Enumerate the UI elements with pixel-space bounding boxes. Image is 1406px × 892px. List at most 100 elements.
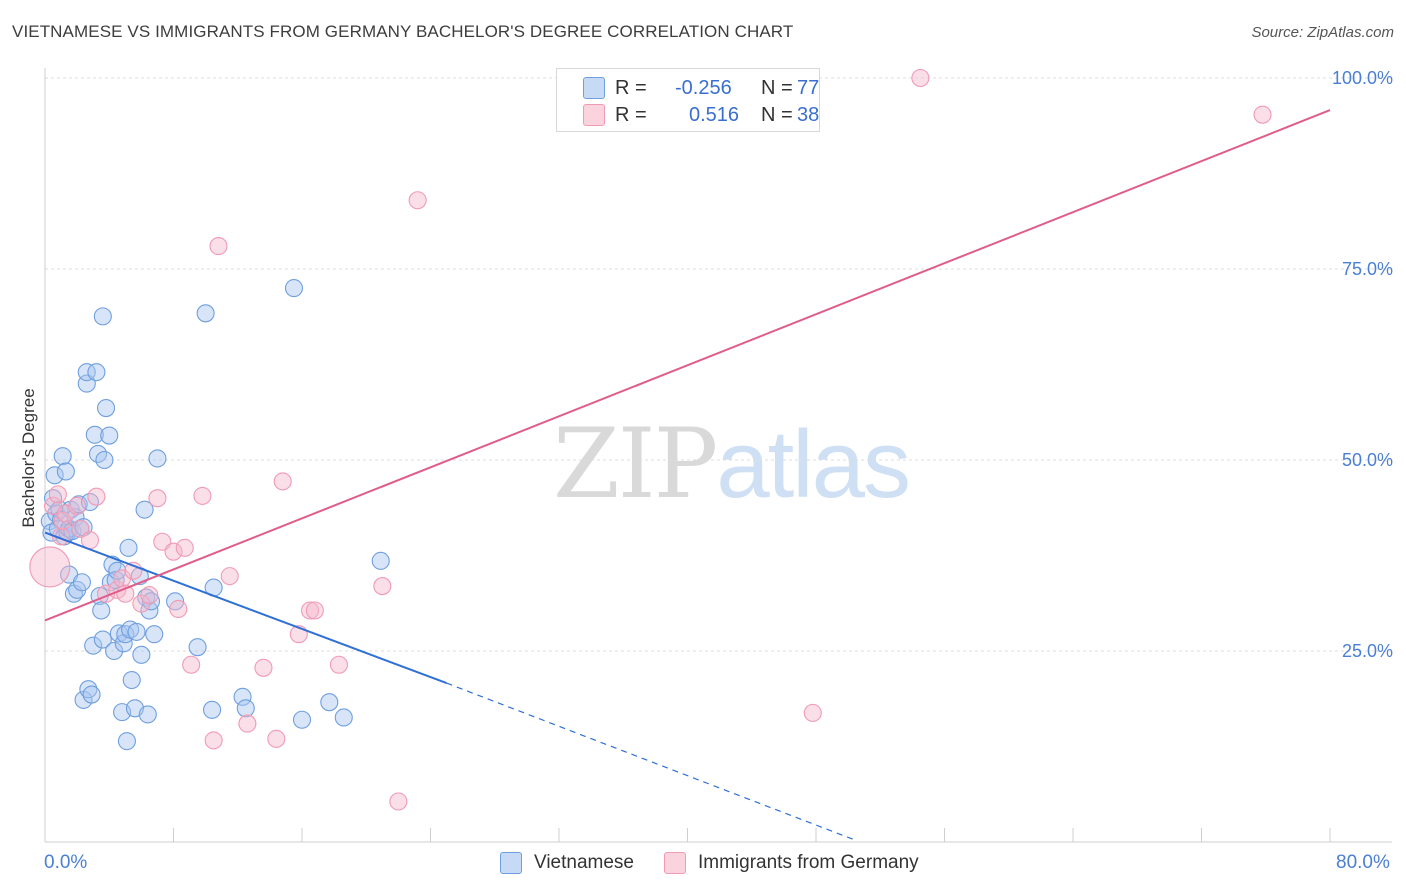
vietnamese-point [135,500,154,519]
stats-row-vietnamese: R = -0.256 N = 77 [583,77,819,99]
germany-point [164,542,183,561]
y-axis-label: Bachelor's Degree [19,388,38,527]
vietnamese-point [72,573,91,592]
x-tick-min: 0.0% [44,852,88,873]
vietnamese-point [45,466,64,485]
germany-point [182,655,201,674]
germany-point [408,191,427,210]
germany-points [29,68,1272,811]
vietnamese-point [53,447,72,466]
germany-point [48,485,67,504]
y-tick-labels: 25.0% 50.0% 75.0% 100.0% [1332,68,1393,661]
vietnamese-point [92,601,111,620]
vietnamese-point [320,693,339,712]
trend-lines [44,109,1331,842]
legend-item-germany: Immigrants from Germany [664,852,919,874]
swatch-germany [583,104,605,126]
vietnamese-point [236,699,255,718]
vietnamese-point [138,705,157,724]
r-value: -0.256 [675,76,732,99]
germany-point [1253,105,1272,124]
germany-point [273,472,292,491]
vietnamese-point [132,645,151,664]
vietnamese-point [334,708,353,727]
vietnamese-point [95,450,114,470]
axes [44,68,1392,843]
legend-label-vietnamese: Vietnamese [534,852,634,873]
germany-point [209,237,228,256]
y-tick-label: 75.0% [1342,259,1393,279]
germany-point [87,487,106,506]
germany-point [911,68,930,88]
y-tick-label: 50.0% [1342,450,1393,470]
y-tick-label: 25.0% [1342,641,1393,661]
vietnamese-point [85,425,104,444]
watermark-zip: ZIP [553,408,718,520]
y-tick-label: 100.0% [1332,68,1393,88]
vietnamese-point [77,363,96,382]
germany-point [803,703,822,722]
germany-point [300,601,320,620]
germany-point [140,586,159,605]
germany-point [267,729,286,748]
x-tick-max: 80.0% [1336,852,1390,873]
legend-swatch-germany [664,852,686,874]
vietnamese-point [196,304,215,323]
stats-legend: R = -0.256 N = 77 R = 0.516 N = 38 [556,68,820,132]
vietnamese-point [93,630,112,649]
germany-point [220,567,239,586]
vietnamese-point [87,363,106,382]
germany-point [204,731,223,750]
vietnamese-point [79,680,98,699]
vietnamese-point [100,426,119,445]
vietnamese-point [203,700,222,719]
germany-point [175,538,194,557]
vietnamese-point [127,622,146,641]
watermark-atlas: atlas [716,411,911,518]
watermark: ZIPatlas [553,408,911,520]
chart-title: VIETNAMESE VS IMMIGRANTS FROM GERMANY BA… [12,22,794,41]
germany-point [389,792,408,811]
vietnamese-point [371,551,390,570]
vietnamese-point [93,307,112,326]
n-value: 77 [797,76,820,99]
vietnamese-point [292,710,312,729]
germany-point [68,496,87,515]
vietnamese-point [84,636,103,655]
germany-point [329,655,348,674]
vietnamese-point [101,573,120,592]
n-value: 38 [797,103,820,126]
vietnamese-point [96,398,116,418]
germany-trend-line [44,109,1331,622]
germany-point [193,486,212,505]
n-label: N = [761,76,793,99]
vietnamese-point [148,449,167,468]
legend-swatch-vietnamese [500,852,522,874]
germany-point [169,599,188,619]
vietnamese-points [40,279,390,751]
vietnamese-point [105,641,124,661]
vietnamese-point [122,670,141,690]
legend-item-vietnamese: Vietnamese [500,852,634,874]
germany-point [373,577,392,596]
vietnamese-point [233,687,252,706]
germany-point [305,601,324,620]
stats-row-germany: R = 0.516 N = 38 [583,104,819,126]
source-label: Source: ZipAtlas.com [1251,24,1394,41]
r-value: 0.516 [689,103,740,126]
vietnamese-point [117,732,136,751]
germany-point [148,489,167,508]
series-legend: Vietnamese Immigrants from Germany [500,852,949,874]
vietnamese-point [284,279,304,298]
legend-label-germany: Immigrants from Germany [698,852,919,873]
vietnamese-trend-line [44,531,447,685]
germany-point [254,658,273,677]
vietnamese-point [82,685,101,704]
vietnamese-point [188,638,207,657]
n-label: N = [761,103,793,126]
r-label: R = [615,103,647,126]
swatch-vietnamese [583,77,605,99]
germany-point [29,546,71,588]
vietnamese-point [145,625,164,644]
